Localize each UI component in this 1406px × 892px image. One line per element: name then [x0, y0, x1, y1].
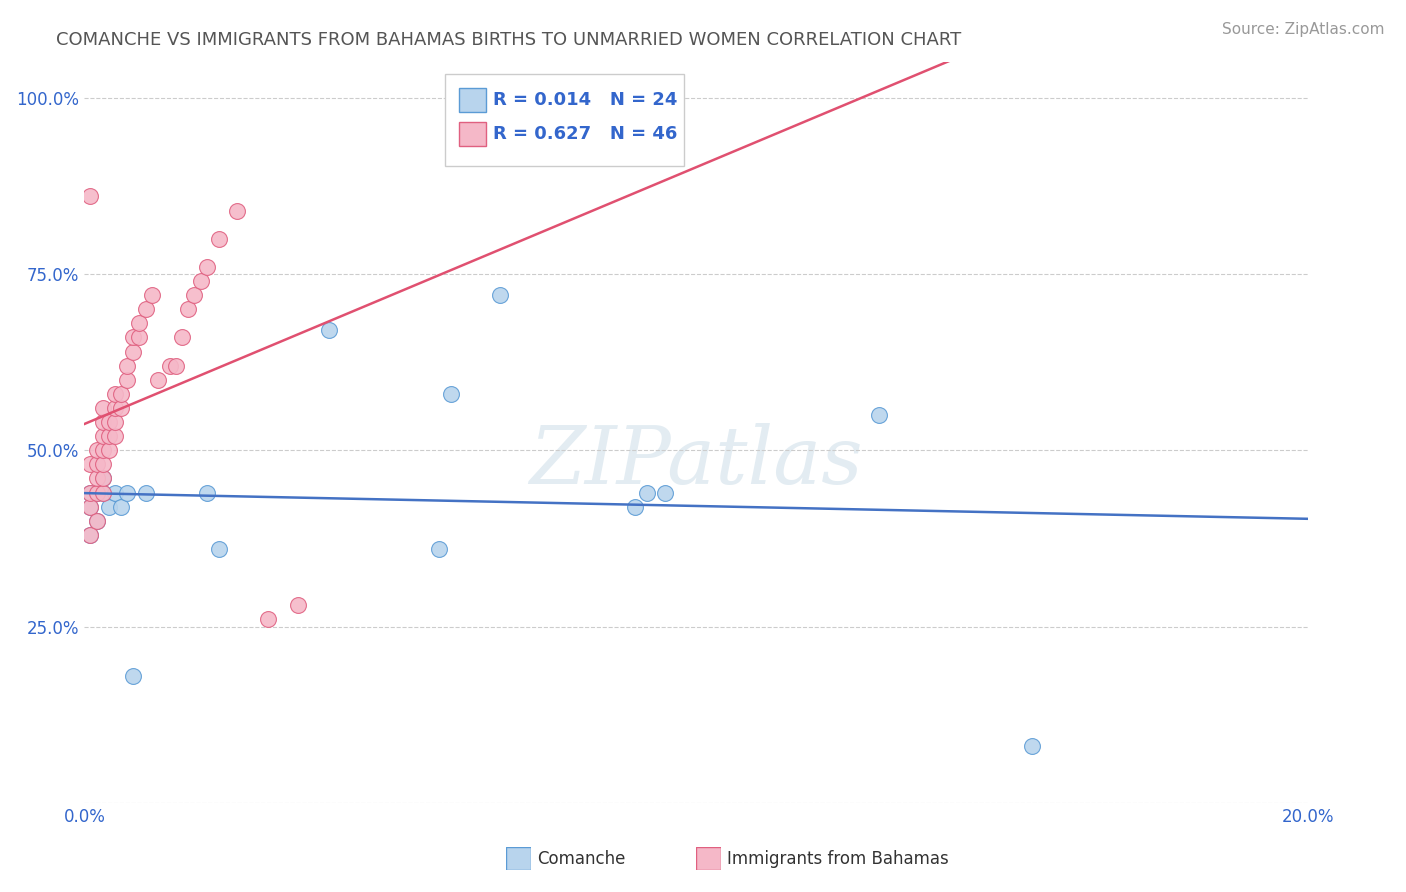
Point [115, 485, 138, 500]
Point [91, 429, 114, 443]
Point [110, 387, 132, 401]
Point [869, 408, 891, 422]
Point [141, 288, 163, 302]
Point [183, 288, 205, 302]
Point [104, 415, 127, 429]
Point [287, 599, 309, 613]
Point [79, 189, 101, 203]
Point [97, 443, 120, 458]
Point [91, 485, 114, 500]
Point [122, 669, 145, 683]
Point [86, 458, 108, 472]
Point [79, 500, 101, 514]
Point [91, 415, 114, 429]
Point [104, 387, 127, 401]
Point [195, 485, 218, 500]
Point [91, 401, 114, 415]
Point [86, 485, 108, 500]
FancyBboxPatch shape [458, 122, 485, 146]
Point [86, 514, 108, 528]
FancyBboxPatch shape [458, 88, 485, 112]
Point [86, 471, 108, 485]
Point [79, 485, 101, 500]
Point [91, 458, 114, 472]
Point [86, 443, 108, 458]
Point [208, 232, 231, 246]
Point [79, 485, 101, 500]
Point [208, 541, 231, 556]
Point [86, 514, 108, 528]
FancyBboxPatch shape [446, 73, 683, 166]
Text: Comanche: Comanche [537, 850, 626, 868]
Text: COMANCHE VS IMMIGRANTS FROM BAHAMAS BIRTHS TO UNMARRIED WOMEN CORRELATION CHART: COMANCHE VS IMMIGRANTS FROM BAHAMAS BIRT… [56, 31, 962, 49]
Point [104, 429, 127, 443]
Point [177, 302, 200, 317]
Point [190, 274, 212, 288]
Text: R = 0.014   N = 24: R = 0.014 N = 24 [494, 91, 678, 109]
Point [115, 373, 138, 387]
Point [654, 485, 676, 500]
Point [110, 401, 132, 415]
Text: Source: ZipAtlas.com: Source: ZipAtlas.com [1222, 22, 1385, 37]
Point [135, 302, 157, 317]
Point [104, 401, 127, 415]
Text: Immigrants from Bahamas: Immigrants from Bahamas [727, 850, 949, 868]
Point [128, 316, 150, 330]
Point [135, 485, 157, 500]
Point [97, 429, 120, 443]
Point [257, 612, 280, 626]
Point [159, 359, 181, 373]
Y-axis label: Births to Unmarried Women: Births to Unmarried Women [0, 317, 6, 549]
Point [636, 485, 658, 500]
Point [1021, 739, 1043, 754]
Text: ZIPatlas: ZIPatlas [529, 424, 863, 501]
Point [195, 260, 218, 274]
Point [172, 330, 194, 344]
Point [91, 443, 114, 458]
Point [91, 485, 114, 500]
Point [79, 500, 101, 514]
Point [86, 485, 108, 500]
Point [440, 387, 463, 401]
Point [115, 359, 138, 373]
Point [146, 373, 169, 387]
Point [318, 323, 340, 337]
Point [97, 500, 120, 514]
Point [165, 359, 187, 373]
Point [104, 485, 127, 500]
Point [226, 203, 249, 218]
Point [122, 330, 145, 344]
Point [97, 415, 120, 429]
Point [122, 344, 145, 359]
Point [91, 471, 114, 485]
Point [110, 500, 132, 514]
Point [427, 541, 450, 556]
Text: R = 0.627   N = 46: R = 0.627 N = 46 [494, 125, 678, 144]
Point [91, 471, 114, 485]
Point [624, 500, 647, 514]
Point [79, 458, 101, 472]
Point [128, 330, 150, 344]
Point [79, 528, 101, 542]
Point [489, 288, 512, 302]
Point [79, 528, 101, 542]
